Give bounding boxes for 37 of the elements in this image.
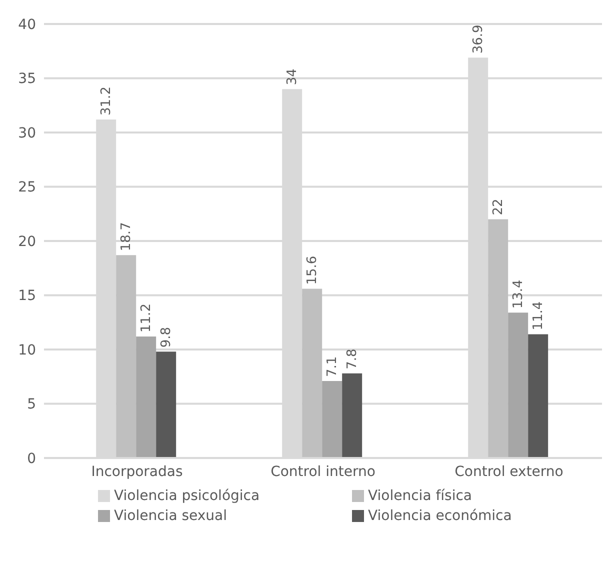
y-tick-label: 0: [27, 450, 36, 467]
bar: [136, 336, 156, 458]
data-label: 22: [491, 198, 506, 216]
bar: [302, 288, 322, 458]
y-tick-label: 25: [18, 180, 36, 196]
data-label: 7.8: [345, 348, 360, 370]
x-tick-label: Incorporadas: [91, 464, 183, 480]
data-label: 34: [285, 68, 300, 86]
data-label: 31.2: [99, 86, 114, 116]
data-label: 18.7: [119, 222, 134, 252]
bar: [322, 380, 342, 458]
y-tick-label: 40: [18, 16, 36, 33]
bar: [116, 255, 136, 458]
legend-label: Violencia física: [368, 488, 472, 504]
data-label: 11.2: [139, 304, 154, 332]
bar: [156, 352, 176, 458]
data-label: 11.4: [531, 301, 546, 330]
legend-label: Violencia económica: [368, 508, 512, 524]
y-tick-label: 20: [18, 234, 36, 250]
y-tick-label: 10: [18, 342, 36, 358]
bar: [508, 312, 528, 458]
y-tick-label: 30: [18, 125, 36, 142]
x-tick-label: Control externo: [454, 464, 564, 480]
data-label: 9.8: [159, 326, 174, 348]
data-label: 13.4: [511, 280, 526, 309]
bar: [488, 219, 508, 458]
y-tick-label: 35: [18, 71, 36, 88]
legend-label: Violencia psicológica: [114, 488, 260, 504]
bar: [342, 373, 362, 458]
data-label: 7.1: [325, 356, 340, 377]
x-tick-label: Control interno: [270, 464, 376, 480]
data-label: 15.6: [305, 256, 320, 285]
legend-label: Violencia sexual: [114, 508, 228, 524]
bar: [528, 334, 548, 458]
data-label: 36.9: [471, 24, 486, 54]
y-tick-label: 15: [18, 288, 36, 304]
y-tick-label: 5: [27, 396, 36, 413]
